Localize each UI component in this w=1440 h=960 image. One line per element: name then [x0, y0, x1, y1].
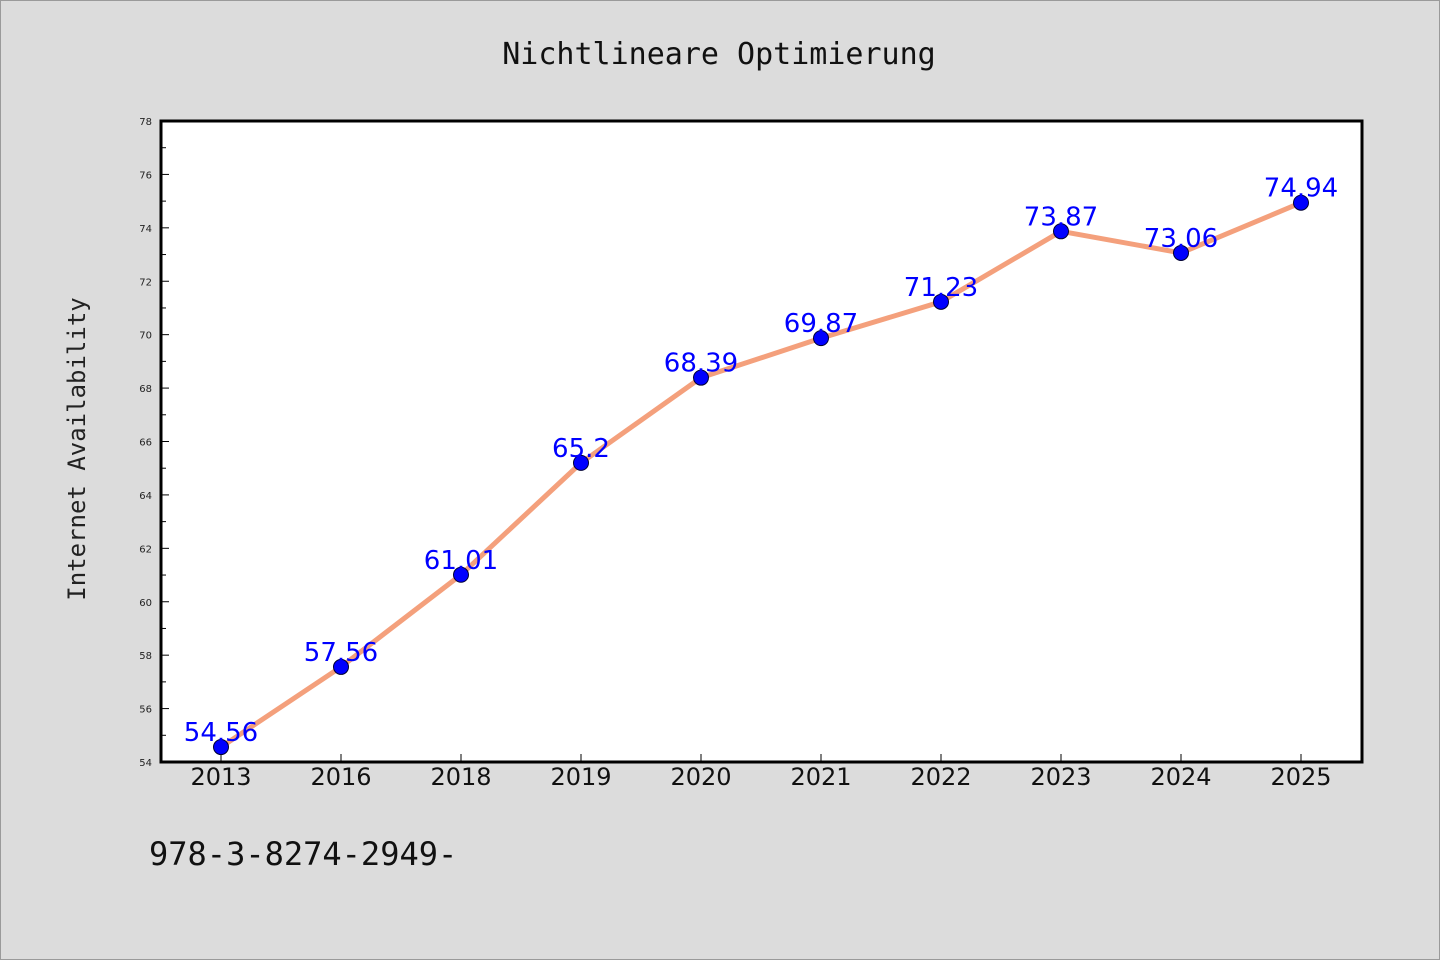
data-label: 65.2 [552, 434, 610, 464]
data-point [333, 658, 349, 675]
data-point [933, 293, 949, 310]
x-tick-label: 2019 [550, 763, 611, 791]
data-label: 73.06 [1144, 224, 1218, 254]
x-tick-label: 2013 [190, 763, 251, 791]
data-label: 54.56 [184, 718, 258, 748]
data-point [813, 330, 829, 347]
data-point [693, 369, 709, 386]
data-label: 57.56 [304, 638, 378, 668]
chart-title: Nichtlineare Optimierung [502, 37, 935, 72]
y-axis-label: Internet Availability [63, 297, 91, 600]
y-tick-label: 72 [139, 277, 152, 288]
data-point [573, 454, 589, 471]
y-tick-label: 76 [139, 170, 152, 181]
y-tick-label: 56 [139, 705, 152, 716]
series-layer [213, 194, 1309, 756]
data-point [213, 739, 229, 756]
data-label: 69.87 [784, 309, 858, 339]
x-tick-label: 2016 [310, 763, 371, 791]
x-tick-label: 2022 [910, 763, 971, 791]
data-labels: 54.56 57.56 61.01 65.2 68.39 69.87 71.23 73.87 7… [184, 174, 1338, 748]
y-axis-ticks: 54 56 58 60 62 64 66 68 70 72 74 76 78 [139, 117, 169, 769]
y-tick-label: 64 [139, 491, 152, 502]
x-axis-ticks: 2013 2016 2018 2019 2020 2021 2022 2023 2024 2025 [190, 754, 1332, 791]
data-label: 61.01 [424, 546, 498, 576]
y-tick-label: 74 [139, 224, 152, 235]
y-tick-label: 54 [139, 758, 152, 769]
data-point [1173, 244, 1189, 261]
data-label: 73.87 [1024, 202, 1098, 232]
y-tick-label: 58 [139, 651, 152, 662]
y-tick-label: 60 [139, 598, 152, 609]
y-tick-label: 62 [139, 544, 152, 555]
data-point [453, 566, 469, 583]
data-label: 71.23 [904, 273, 978, 303]
series-line [218, 200, 1304, 750]
plot-area [159, 119, 1364, 764]
x-tick-label: 2020 [670, 763, 731, 791]
x-tick-label: 2023 [1030, 763, 1091, 791]
data-point [1053, 223, 1069, 240]
x-tick-label: 2025 [1270, 763, 1331, 791]
x-tick-label: 2024 [1150, 763, 1211, 791]
x-tick-label: 2021 [790, 763, 851, 791]
data-label: 74.94 [1264, 174, 1338, 204]
y-tick-label: 68 [139, 384, 152, 395]
data-point [1293, 194, 1309, 211]
y-tick-label: 66 [139, 438, 152, 449]
y-tick-label: 70 [139, 331, 152, 342]
x-tick-label: 2018 [430, 763, 491, 791]
data-label: 68.39 [664, 349, 738, 379]
y-tick-label: 78 [139, 117, 152, 128]
isbn-text: 978-3-8274-2949- [149, 835, 457, 873]
